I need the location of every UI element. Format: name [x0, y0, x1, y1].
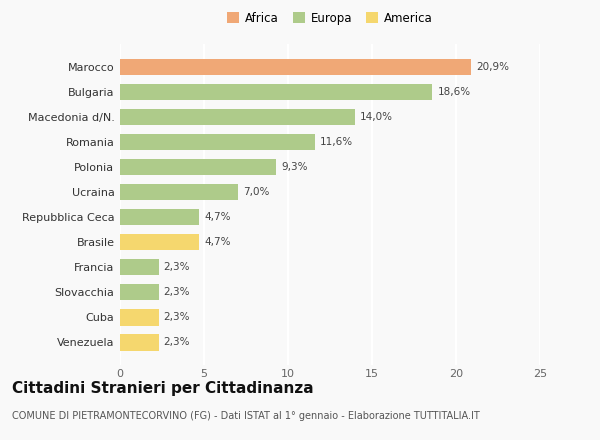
- Text: 4,7%: 4,7%: [204, 237, 230, 247]
- Bar: [120, 184, 238, 200]
- Text: 9,3%: 9,3%: [281, 162, 308, 172]
- Bar: [120, 309, 158, 326]
- Bar: [120, 209, 199, 225]
- Bar: [120, 84, 433, 100]
- Text: 4,7%: 4,7%: [204, 212, 230, 222]
- Text: 11,6%: 11,6%: [320, 137, 353, 147]
- Bar: [120, 334, 158, 351]
- Text: 20,9%: 20,9%: [476, 62, 509, 72]
- Text: 14,0%: 14,0%: [360, 112, 393, 122]
- Legend: Africa, Europa, America: Africa, Europa, America: [224, 8, 436, 28]
- Bar: [120, 159, 276, 175]
- Text: 2,3%: 2,3%: [164, 312, 190, 323]
- Bar: [120, 59, 471, 75]
- Text: COMUNE DI PIETRAMONTECORVINO (FG) - Dati ISTAT al 1° gennaio - Elaborazione TUTT: COMUNE DI PIETRAMONTECORVINO (FG) - Dati…: [12, 411, 480, 422]
- Text: 2,3%: 2,3%: [164, 262, 190, 272]
- Bar: [120, 259, 158, 275]
- Bar: [120, 284, 158, 301]
- Bar: [120, 109, 355, 125]
- Text: 7,0%: 7,0%: [242, 187, 269, 197]
- Text: 2,3%: 2,3%: [164, 337, 190, 348]
- Text: 18,6%: 18,6%: [437, 87, 470, 97]
- Bar: [120, 134, 315, 150]
- Text: 2,3%: 2,3%: [164, 287, 190, 297]
- Bar: [120, 234, 199, 250]
- Text: Cittadini Stranieri per Cittadinanza: Cittadini Stranieri per Cittadinanza: [12, 381, 314, 396]
